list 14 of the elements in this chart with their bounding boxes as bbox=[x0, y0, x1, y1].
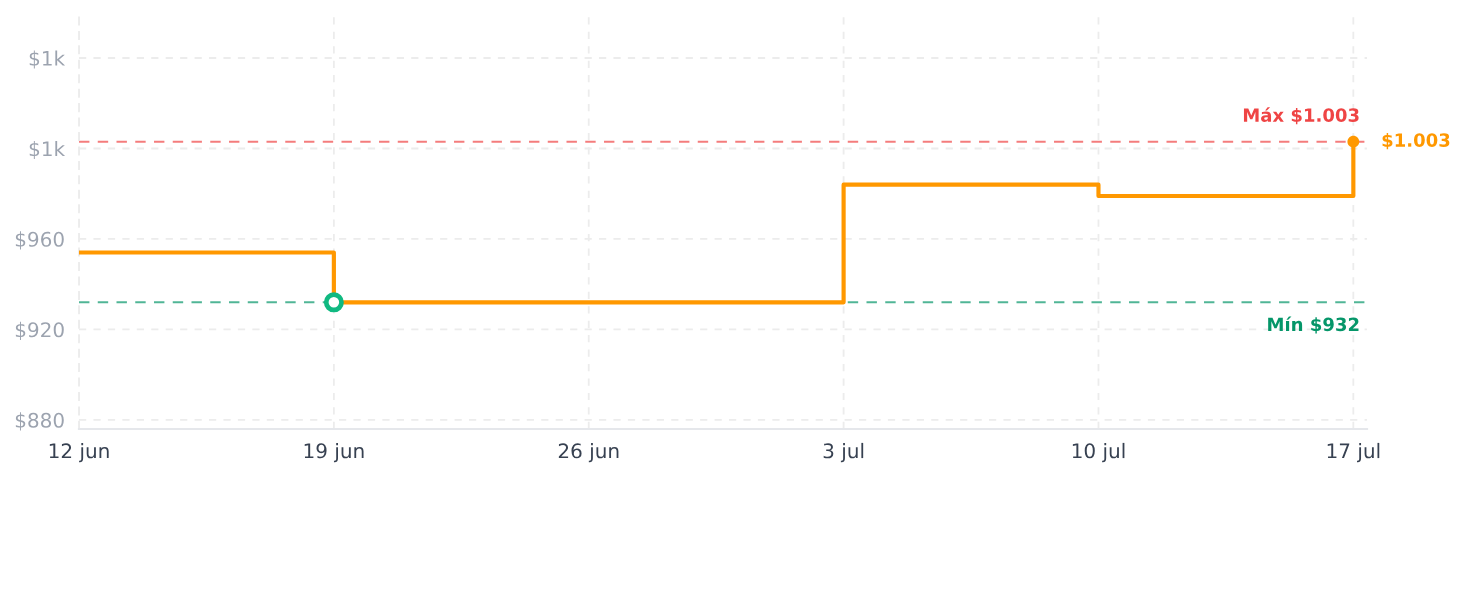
x-tick-label: 3 jul bbox=[823, 442, 864, 463]
y-tick-label: $880 bbox=[15, 412, 64, 431]
x-tick-label: 10 jul bbox=[1072, 442, 1125, 463]
x-tick-label: 19 jun bbox=[304, 442, 364, 463]
x-tick-label: 12 jun bbox=[49, 442, 109, 463]
x-tick-label: 26 jun bbox=[558, 442, 619, 463]
annotation: $1.003 bbox=[1382, 132, 1450, 150]
y-tick-label: $1k bbox=[29, 140, 66, 160]
ref-line-label: Máx $1.003 bbox=[1243, 107, 1359, 125]
y-tick-label: $920 bbox=[15, 321, 64, 340]
y-tick-label: $960 bbox=[15, 231, 64, 250]
x-tick-label: 17 jul bbox=[1327, 442, 1380, 463]
y-tick-label: $1k bbox=[29, 50, 66, 69]
ref-line-label: Mín $932 bbox=[1268, 316, 1359, 334]
